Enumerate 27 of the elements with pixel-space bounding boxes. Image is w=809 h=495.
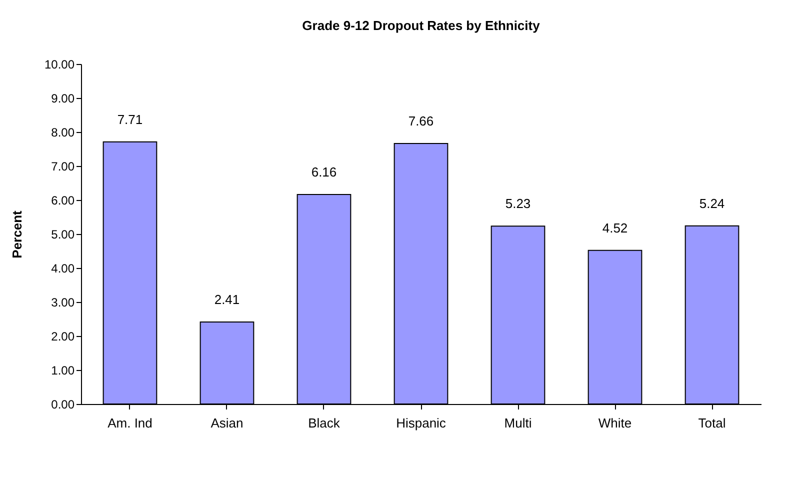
data-label: 6.16 (311, 164, 337, 180)
y-tick-label: 1.00 (51, 364, 75, 378)
chart-title: Grade 9-12 Dropout Rates by Ethnicity (302, 18, 541, 33)
data-label: 5.23 (505, 196, 531, 212)
data-label: 2.41 (214, 292, 240, 308)
x-tick-label: Hispanic (396, 416, 446, 430)
x-tick-label: Total (698, 416, 726, 430)
y-tick-label: 8.00 (51, 126, 75, 140)
data-label: 4.52 (602, 220, 628, 236)
x-tick-label: Am. Ind (108, 416, 152, 430)
y-tick-label: 3.00 (51, 296, 75, 310)
x-tick-label: Asian (210, 416, 244, 430)
y-tick-label: 10.00 (44, 58, 75, 72)
y-tick-label: 2.00 (51, 330, 75, 344)
x-tick-label: White (598, 416, 632, 430)
y-tick-label: 4.00 (51, 262, 75, 276)
data-label: 7.66 (408, 114, 434, 129)
x-tick-label: Black (308, 416, 340, 430)
data-label: 5.24 (699, 196, 725, 211)
data-label: 7.71 (117, 112, 143, 127)
y-tick-label: 7.00 (51, 160, 75, 174)
y-tick-label: 9.00 (51, 92, 75, 106)
y-tick-label: 6.00 (51, 194, 75, 208)
x-tick-label: Multi (504, 416, 532, 430)
y-tick-label: 0.00 (51, 398, 75, 412)
y-axis-title: Percent (9, 210, 24, 258)
y-tick-label: 5.00 (51, 228, 75, 242)
